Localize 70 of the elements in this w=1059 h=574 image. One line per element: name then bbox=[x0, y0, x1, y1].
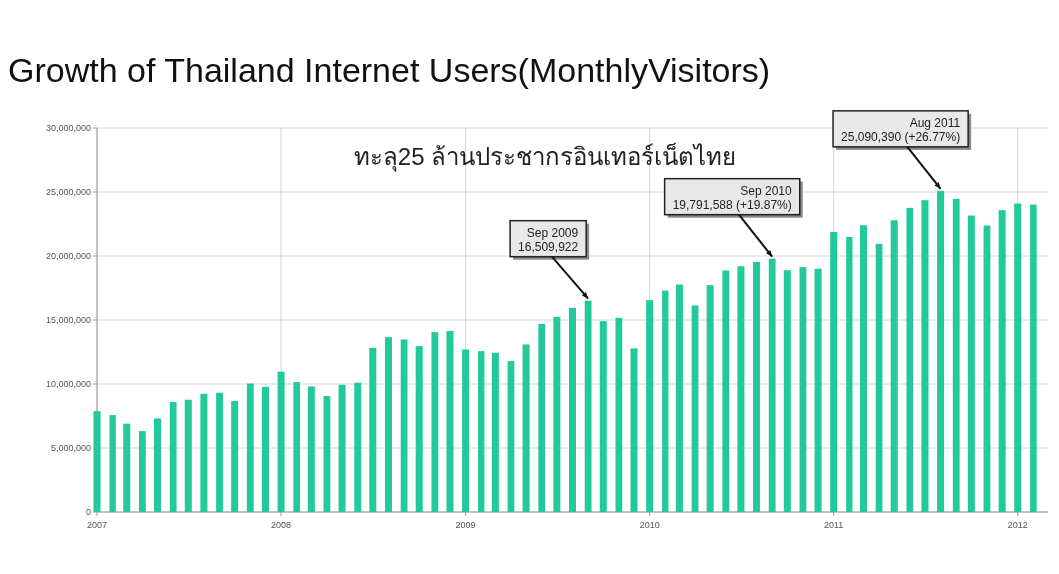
annotation: Sep 2010 19,791,588 (+19.87%) bbox=[672, 183, 793, 212]
bar bbox=[967, 215, 975, 512]
bar bbox=[753, 261, 761, 512]
bar bbox=[123, 423, 131, 512]
bar bbox=[307, 386, 315, 512]
bar bbox=[293, 382, 300, 512]
bar bbox=[277, 371, 285, 512]
bar bbox=[246, 383, 254, 512]
bar bbox=[553, 316, 561, 512]
bar bbox=[446, 331, 454, 512]
bar bbox=[384, 337, 392, 512]
bar bbox=[462, 349, 470, 512]
x-tick-label: 2010 bbox=[639, 520, 660, 530]
bar bbox=[491, 352, 499, 512]
y-tick-label: 10,000,000 bbox=[45, 379, 91, 389]
bar bbox=[906, 207, 914, 512]
chart-title: Growth of Thailand Internet Users(MonthlyVisitors) bbox=[8, 51, 771, 89]
bar bbox=[599, 321, 607, 512]
bar bbox=[184, 399, 192, 512]
y-tick-label: 20,000,000 bbox=[45, 251, 91, 261]
bar bbox=[138, 431, 146, 512]
bar bbox=[568, 307, 577, 512]
text: ทะลุ25 ล้านประชากรอินเทอร์เน็ตไทย bbox=[353, 142, 737, 172]
y-tick-label: 0 bbox=[85, 507, 91, 517]
bar bbox=[522, 344, 530, 512]
bar bbox=[478, 351, 485, 512]
bar bbox=[706, 285, 714, 512]
y-tick-label: 5,000,000 bbox=[50, 443, 91, 453]
bar bbox=[615, 317, 623, 512]
bar bbox=[200, 393, 208, 512]
x-tick-label: 2012 bbox=[1007, 520, 1028, 530]
y-tick-label: 30,000,000 bbox=[45, 123, 91, 133]
annotation: Aug 2011 25,090,390 (+26.77%) bbox=[841, 115, 961, 144]
bar bbox=[338, 384, 346, 512]
bar bbox=[814, 268, 822, 512]
bar bbox=[431, 332, 439, 512]
bar bbox=[722, 270, 730, 512]
bar bbox=[630, 348, 638, 512]
annotation: Sep 2009 16,509,922 bbox=[518, 225, 579, 254]
bar bbox=[93, 411, 101, 512]
bar bbox=[783, 270, 791, 512]
bar bbox=[216, 392, 223, 512]
bar bbox=[662, 290, 669, 512]
bar bbox=[538, 323, 546, 512]
bar bbox=[890, 220, 898, 512]
y-tick-label: 15,000,000 bbox=[45, 315, 91, 325]
bar bbox=[675, 284, 683, 512]
x-tick-label: 2009 bbox=[455, 520, 476, 530]
y-tick-label: 25,000,000 bbox=[45, 187, 91, 197]
bar bbox=[231, 401, 239, 512]
bar bbox=[921, 200, 929, 512]
bar bbox=[998, 210, 1006, 512]
x-tick-label: 2007 bbox=[86, 520, 108, 530]
x-tick-label: 2008 bbox=[271, 520, 292, 530]
bar bbox=[737, 266, 745, 512]
bar bbox=[646, 300, 654, 512]
bar bbox=[1014, 203, 1022, 512]
bar bbox=[153, 418, 162, 512]
bar bbox=[109, 415, 116, 512]
bar bbox=[1030, 204, 1037, 512]
x-tick-label: 2011 bbox=[824, 520, 844, 530]
bar bbox=[952, 198, 960, 512]
bar bbox=[415, 346, 423, 512]
bar bbox=[261, 386, 269, 512]
bar bbox=[859, 225, 867, 512]
bar bbox=[169, 402, 177, 512]
bar bbox=[354, 382, 362, 512]
bar bbox=[369, 347, 377, 512]
bar bbox=[846, 236, 853, 512]
bar bbox=[830, 231, 838, 512]
